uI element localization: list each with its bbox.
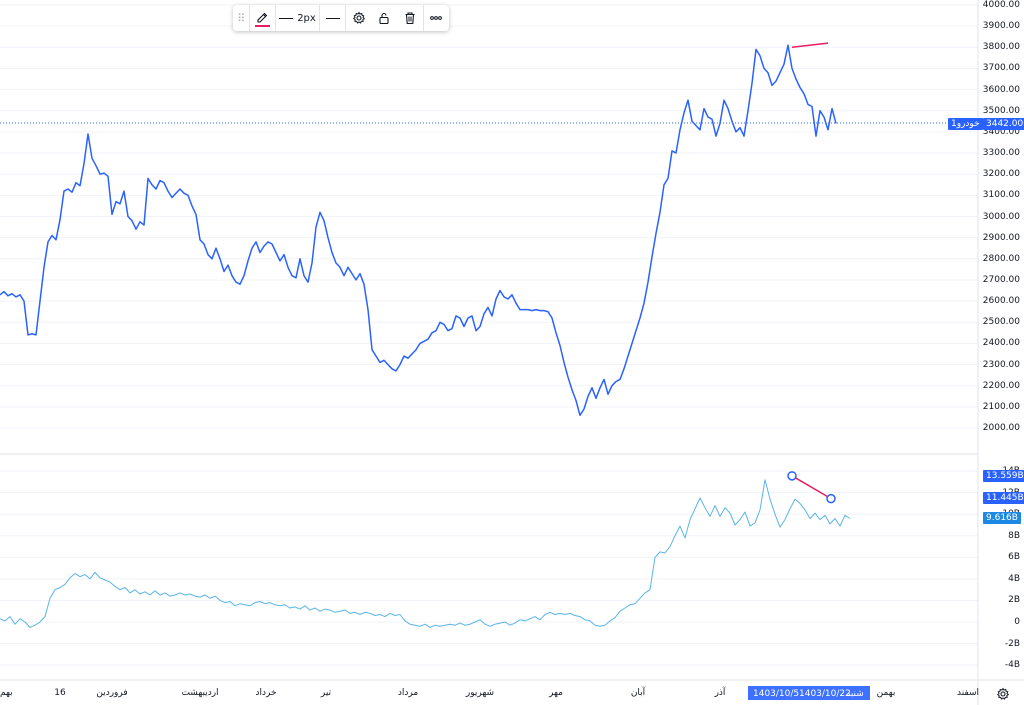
price-axis-tick-label: 2700.00 <box>982 274 1020 285</box>
time-axis-tick-label: خرداد <box>255 688 277 698</box>
price-axis-tick-label: 2600.00 <box>982 296 1020 307</box>
time-axis-tick-label: شهریور <box>465 688 495 698</box>
line-width-button[interactable]: 2px <box>275 5 319 31</box>
settings-button[interactable] <box>345 5 371 31</box>
volume-trendline[interactable] <box>791 475 832 500</box>
price-axis-tick-label: 3300.00 <box>982 148 1020 159</box>
price-axis-tick-label: 2200.00 <box>982 380 1020 391</box>
chart-settings-gear-icon[interactable] <box>996 687 1010 701</box>
price-axis-tick-label: 3600.00 <box>982 84 1020 95</box>
crosshair-day-label: شنبه <box>846 689 864 699</box>
pencil-icon <box>257 12 268 23</box>
time-axis-tick-label: مرداد <box>397 688 419 698</box>
price-axis-tick-label: 3200.00 <box>982 169 1020 180</box>
volume-series-line[interactable] <box>0 479 851 628</box>
time-axis-tick-label: اردیبهشت <box>181 688 219 698</box>
symbol-name-tag: خودرو1 <box>948 118 983 130</box>
pencil-color-button[interactable] <box>248 5 275 31</box>
line-style-icon <box>325 17 340 19</box>
price-axis-tick-label: 2500.00 <box>982 317 1020 328</box>
trendline-handle-start[interactable] <box>787 471 797 481</box>
trendline-start-value-tag: 13.559B <box>983 470 1024 482</box>
price-axis-tick-label: 2100.00 <box>982 401 1020 412</box>
price-series-line[interactable] <box>0 44 837 417</box>
crosshair-date-end: 1403/10/22 <box>799 689 851 699</box>
volume-axis-tick-label: 2B <box>1008 595 1020 606</box>
crosshair-date-start: 1403/10/5 <box>753 689 800 699</box>
price-axis-tick-label: 4000.00 <box>982 0 1020 10</box>
last-price-tag: 3442.00 <box>983 118 1024 130</box>
time-axis-tick-label: مهر <box>549 688 563 698</box>
line-width-label: 2px <box>297 12 316 24</box>
price-axis-tick-label: 3500.00 <box>982 105 1020 116</box>
crosshair-range-highlight <box>748 686 870 700</box>
volume-axis-tick-label: -4B <box>1004 660 1020 671</box>
drag-handle[interactable]: ⠿ <box>237 11 245 25</box>
price-axis-tick-label: 3000.00 <box>982 211 1020 222</box>
price-axis-tick-label: 2900.00 <box>982 232 1020 243</box>
price-axis-tick-label: 3100.00 <box>982 190 1020 201</box>
price-axis-tick-label: 2000.00 <box>982 423 1020 433</box>
unlock-icon <box>379 12 390 25</box>
price-axis-tick-label: 3800.00 <box>982 42 1020 53</box>
time-axis-tick-label: 16 <box>54 688 66 698</box>
volume-axis-tick-label: 8B <box>1008 530 1020 541</box>
more-dots-icon <box>430 16 443 20</box>
time-axis-tick-label: بهمن <box>876 688 896 698</box>
price-axis-tick-label: 2800.00 <box>982 253 1020 264</box>
volume-axis-tick-label: 0 <box>1014 617 1020 627</box>
trendline-handle-end[interactable] <box>826 493 836 504</box>
time-axis-tick-label: تیر <box>320 688 332 698</box>
time-axis-tick-label: بهم <box>0 688 13 698</box>
drawing-toolbar: ⠿ 2px <box>233 5 449 31</box>
chart-grid <box>0 4 978 666</box>
price-axis-tick-label: 3700.00 <box>982 63 1020 74</box>
volume-axis-tick-label: 6B <box>1008 552 1020 563</box>
volume-last-value-tag: 9.616B <box>983 512 1021 524</box>
gear-icon <box>352 11 366 24</box>
time-axis-tick-label: آبان <box>630 688 646 698</box>
line-style-button[interactable] <box>319 5 345 31</box>
line-width-icon <box>279 17 294 19</box>
lock-button[interactable] <box>372 5 397 31</box>
price-axis-tick-label: 2400.00 <box>982 338 1020 349</box>
trash-icon <box>405 12 415 25</box>
time-axis-tick-label: اسفند <box>956 688 980 698</box>
volume-axis-tick-label: -2B <box>1004 638 1020 649</box>
price-axis-tick-label: 3400.00 <box>982 126 1020 137</box>
volume-axis-tick-label: 4B <box>1008 573 1020 584</box>
price-axis-tick-label: 2300.00 <box>982 359 1020 370</box>
trendline-end-value-tag: 11.445B <box>983 492 1024 504</box>
price-axis-tick-label: 3900.00 <box>982 21 1020 32</box>
delete-button[interactable] <box>397 5 422 31</box>
price-trendline[interactable] <box>791 42 829 49</box>
time-axis-tick-label: آذر <box>714 688 726 698</box>
time-axis-tick-label: فروردین <box>96 688 128 698</box>
more-button[interactable] <box>422 5 449 31</box>
